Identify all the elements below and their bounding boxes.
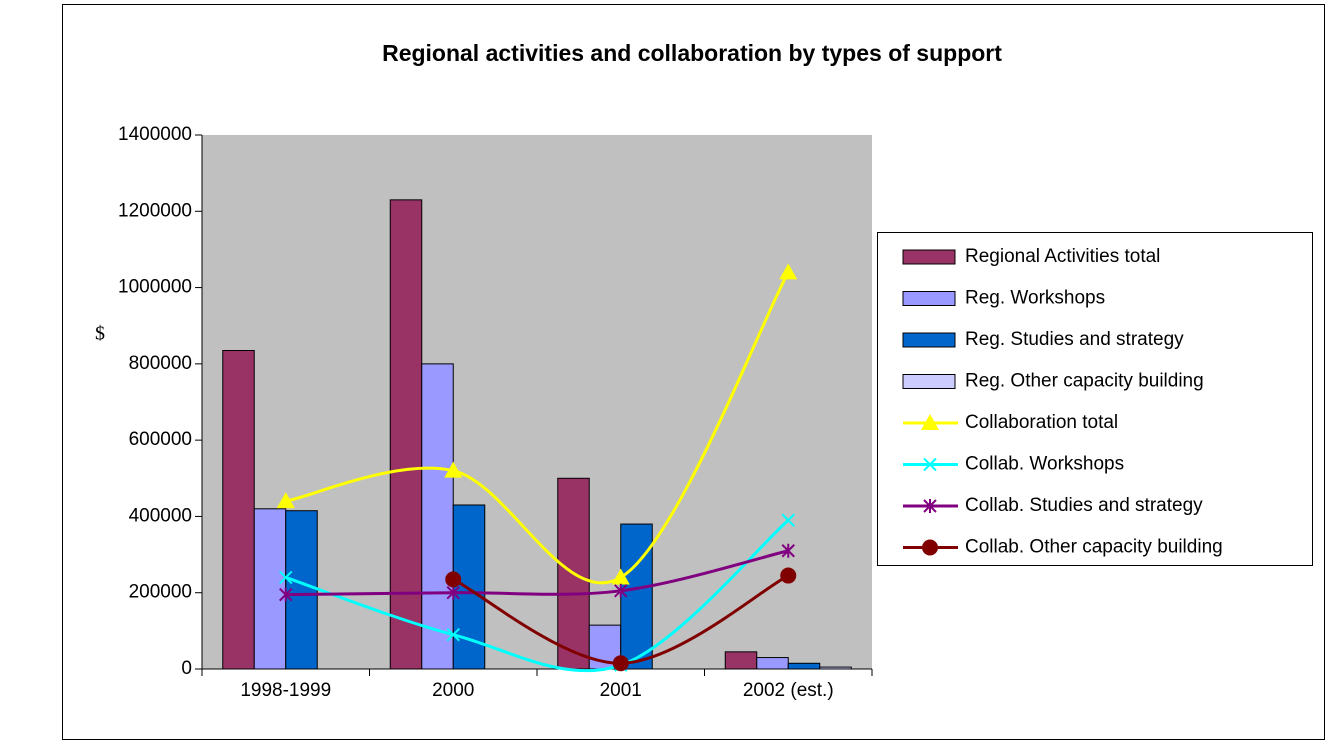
- legend-marker: [923, 457, 937, 472]
- x-tick-label: 2000: [432, 680, 474, 701]
- y-tick-label: 1200000: [118, 200, 192, 221]
- y-tick-label: 1000000: [118, 277, 192, 298]
- bar: [787, 662, 821, 670]
- legend-marker: [922, 539, 938, 556]
- line-marker: [279, 587, 293, 602]
- legend-swatch: [902, 374, 956, 389]
- y-tick-label: 800000: [129, 353, 192, 374]
- bar: [724, 651, 758, 670]
- bar: [222, 350, 255, 670]
- line-marker: [444, 461, 463, 478]
- line: [285, 549, 789, 597]
- line-marker: [611, 568, 630, 585]
- y-tick-label: 0: [181, 658, 192, 679]
- line: [285, 271, 790, 585]
- line-marker: [445, 571, 462, 588]
- y-tick-label: 400000: [129, 505, 192, 526]
- legend-label: Collab. Other capacity building: [965, 537, 1223, 558]
- line-marker: [780, 567, 797, 584]
- legend-label: Collab. Workshops: [965, 454, 1124, 475]
- legend-label: Reg. Studies and strategy: [965, 329, 1184, 350]
- legend-marker: [923, 499, 937, 513]
- x-tick-label: 2002 (est.): [743, 680, 834, 701]
- legend-label: Regional Activities total: [965, 246, 1160, 267]
- bar: [620, 523, 653, 670]
- line-marker: [446, 627, 460, 642]
- legend-label: Collab. Studies and strategy: [965, 495, 1203, 516]
- bar: [756, 657, 789, 670]
- x-tick-label: 2001: [600, 680, 642, 701]
- line: [285, 519, 790, 673]
- line-marker: [614, 583, 628, 598]
- y-tick-label: 1400000: [118, 124, 192, 145]
- bar: [421, 363, 454, 670]
- y-axis-label: $: [95, 323, 105, 345]
- line-marker: [276, 492, 295, 509]
- y-tick-label: 600000: [129, 429, 192, 450]
- line-marker: [612, 655, 629, 672]
- line-marker: [446, 585, 460, 600]
- line-marker: [779, 263, 798, 280]
- legend-label: Collaboration total: [965, 412, 1118, 433]
- legend-label: Reg. Workshops: [965, 288, 1105, 309]
- line-marker: [781, 543, 795, 558]
- y-tick-label: 200000: [129, 582, 192, 603]
- legend-label: Reg. Other capacity building: [965, 371, 1204, 392]
- legend-swatch: [902, 332, 956, 348]
- x-tick-label: 1998-1999: [240, 680, 331, 701]
- line-marker: [781, 513, 795, 527]
- chart-title: Regional activities and collaboration by…: [382, 40, 1002, 66]
- legend-swatch: [902, 249, 956, 265]
- legend-swatch: [902, 291, 956, 306]
- bar: [819, 666, 852, 670]
- legend-marker: [921, 414, 939, 430]
- legend-box: [877, 232, 1313, 566]
- bar: [389, 199, 423, 670]
- line-marker: [279, 570, 293, 585]
